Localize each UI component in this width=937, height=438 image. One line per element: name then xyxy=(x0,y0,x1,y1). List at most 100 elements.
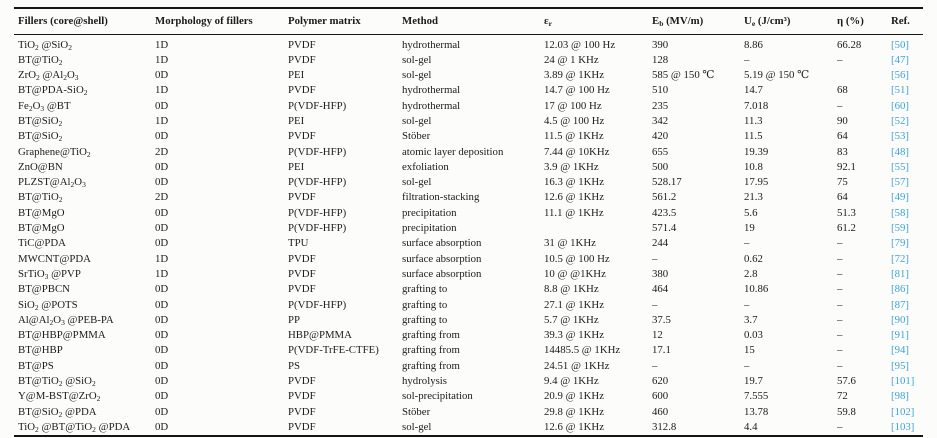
cell-ue: 10.8 xyxy=(744,160,763,173)
table-row: BT@MgO 0D P(VDF-HFP) precipitation 11.1 … xyxy=(14,206,923,221)
cell-ue: 13.78 xyxy=(744,405,769,418)
cell-filler: BT@HBP xyxy=(18,344,63,357)
table-row: BT@SiO2 0D PVDF Stöber 11.5 @ 1KHz 420 1… xyxy=(14,129,923,144)
cell-method: grafting to xyxy=(402,298,448,311)
cell-ref: [94] xyxy=(891,343,923,358)
reference-link[interactable]: [98] xyxy=(891,390,909,403)
cell-morphology: 0D xyxy=(155,130,169,143)
cell-morphology: 0D xyxy=(155,99,169,112)
cell-epsilon: 29.8 @ 1KHz xyxy=(544,405,605,418)
fillers-properties-table: Fillers (core@shell) Morphology of fille… xyxy=(14,7,923,438)
table-row: TiO2 @BT@TiO2 @PDA 0D PVDF sol-gel 12.6 … xyxy=(14,419,923,438)
cell-filler: TiO2 @BT@TiO2 @PDA xyxy=(14,419,155,438)
reference-link[interactable]: [103] xyxy=(891,420,915,433)
cell-ref: [50] xyxy=(891,34,923,53)
cell-epsilon: 10 @ @1KHz xyxy=(544,267,606,280)
cell-ref: [86] xyxy=(891,282,923,297)
cell-eb: 423.5 xyxy=(652,206,677,219)
cell-epsilon: 39.3 @ 1KHz xyxy=(544,329,605,342)
cell-matrix: P(VDF-TrFE-CTFE) xyxy=(288,344,379,357)
column-header-matrix: Polymer matrix xyxy=(288,8,402,35)
cell-eb: 571.4 xyxy=(652,222,677,235)
cell-ue: 11.3 xyxy=(744,114,763,127)
cell-ref: [90] xyxy=(891,313,923,328)
cell-ue: 5.6 xyxy=(744,206,758,219)
reference-link[interactable]: [87] xyxy=(891,298,909,311)
cell-morphology: 1D xyxy=(155,267,169,280)
reference-link[interactable]: [90] xyxy=(891,313,909,326)
cell-epsilon: 3.89 @ 1KHz xyxy=(544,69,605,82)
cell-epsilon: 31 @ 1KHz xyxy=(544,237,596,250)
cell-ue: 5.19 @ 150 ℃ xyxy=(744,69,810,82)
reference-link[interactable]: [47] xyxy=(891,53,909,66)
reference-link[interactable]: [55] xyxy=(891,160,909,173)
table-row: Fe2O3 @BT 0D P(VDF-HFP) hydrothermal 17 … xyxy=(14,99,923,114)
cell-filler: BT@MgO xyxy=(18,222,65,235)
cell-ref: [102] xyxy=(891,405,923,420)
reference-link[interactable]: [49] xyxy=(891,191,909,204)
cell-epsilon: 7.44 @ 10KHz xyxy=(544,145,610,158)
reference-link[interactable]: [57] xyxy=(891,176,909,189)
cell-epsilon: 12.6 @ 1KHz xyxy=(544,419,652,438)
cell-method: sol-gel xyxy=(402,69,432,82)
cell-ue: 19.7 xyxy=(744,375,763,388)
cell-filler: BT@TiO2 @SiO2 xyxy=(18,375,96,389)
reference-link[interactable]: [94] xyxy=(891,344,909,357)
cell-filler: ZrO2 @Al2O3 xyxy=(18,69,79,83)
reference-link[interactable]: [95] xyxy=(891,359,909,372)
reference-link[interactable]: [81] xyxy=(891,267,909,280)
cell-epsilon: 11.1 @ 1KHz xyxy=(544,206,604,219)
reference-link[interactable]: [53] xyxy=(891,130,909,143)
reference-link[interactable]: [86] xyxy=(891,283,909,296)
reference-link[interactable]: [52] xyxy=(891,114,909,127)
cell-filler: BT@PS xyxy=(18,359,54,372)
cell-filler: BT@SiO2 @PDA xyxy=(18,405,97,419)
cell-morphology: 0D xyxy=(155,375,169,388)
cell-ue: 17.95 xyxy=(744,176,769,189)
cell-epsilon: 16.3 @ 1KHz xyxy=(544,176,605,189)
reference-link[interactable]: [91] xyxy=(891,329,909,342)
cell-filler: BT@PBCN xyxy=(18,283,70,296)
cell-filler: SiO2 @POTS xyxy=(18,298,78,312)
cell-method: grafting from xyxy=(402,344,460,357)
reference-link[interactable]: [102] xyxy=(891,405,915,418)
cell-method: filtration-stacking xyxy=(402,191,480,204)
reference-link[interactable]: [72] xyxy=(891,252,909,265)
reference-link[interactable]: [101] xyxy=(891,375,915,388)
cell-morphology: 1D xyxy=(155,114,169,127)
cell-filler: Y@M-BST@ZrO2 xyxy=(18,390,101,404)
cell-eta: 51.3 xyxy=(837,206,856,219)
cell-epsilon: 3.9 @ 1KHz xyxy=(544,160,599,173)
cell-filler: SrTiO3 @PVP xyxy=(18,267,81,281)
cell-ue: 2.8 xyxy=(744,267,758,280)
table-row: BT@MgO 0D P(VDF-HFP) precipitation 571.4… xyxy=(14,221,923,236)
cell-epsilon xyxy=(544,221,652,236)
reference-link[interactable]: [79] xyxy=(891,237,909,250)
column-header-ref: Ref. xyxy=(891,8,923,35)
table-row: SrTiO3 @PVP 1D PVDF surface absorption 1… xyxy=(14,267,923,282)
cell-method: sol-gel xyxy=(402,53,432,66)
cell-eta: – xyxy=(837,99,843,112)
reference-link[interactable]: [50] xyxy=(891,38,909,51)
reference-link[interactable]: [51] xyxy=(891,84,909,97)
cell-epsilon: 17 @ 100 Hz xyxy=(544,99,602,112)
cell-method: sol-gel xyxy=(402,114,432,127)
reference-link[interactable]: [58] xyxy=(891,206,909,219)
cell-eb: 12 xyxy=(652,329,663,342)
cell-eta: 59.8 xyxy=(837,405,856,418)
cell-morphology: 0D xyxy=(155,419,288,438)
cell-filler: BT@HBP@PMMA xyxy=(18,329,106,342)
cell-epsilon: 12.6 @ 1KHz xyxy=(544,191,605,204)
reference-link[interactable]: [56] xyxy=(891,69,909,82)
reference-link[interactable]: [60] xyxy=(891,99,909,112)
table-row: ZnO@BN 0D PEI exfoliation 3.9 @ 1KHz 500… xyxy=(14,160,923,175)
cell-method: grafting from xyxy=(402,359,460,372)
paper-table-figure: Fillers (core@shell) Morphology of fille… xyxy=(14,7,923,438)
table-row: BT@PDA-SiO2 1D PVDF hydrothermal 14.7 @ … xyxy=(14,83,923,98)
reference-link[interactable]: [59] xyxy=(891,222,909,235)
cell-eta: 83 xyxy=(837,145,848,158)
cell-eb: 342 xyxy=(652,114,669,127)
table-header-row: Fillers (core@shell) Morphology of fille… xyxy=(14,8,923,35)
cell-ue: 15 xyxy=(744,344,755,357)
reference-link[interactable]: [48] xyxy=(891,145,909,158)
